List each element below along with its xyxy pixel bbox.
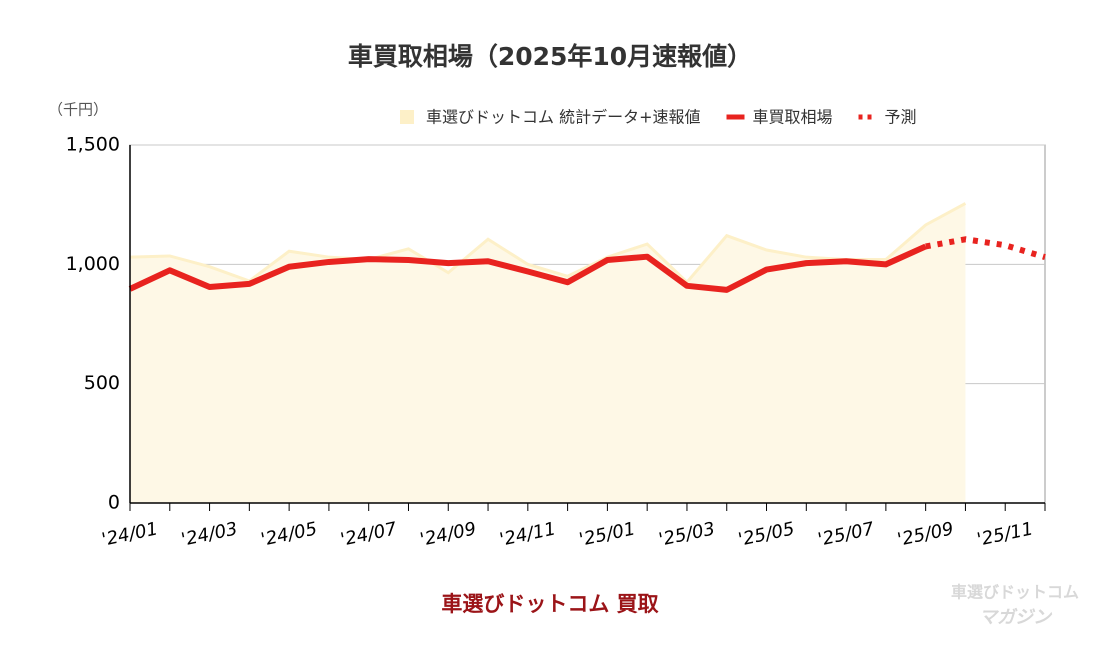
y-tick-label: 0 — [108, 492, 120, 514]
watermark: 車選びドットコム — [951, 583, 1079, 602]
watermark: マガジン — [979, 607, 1053, 628]
x-tick-label: '24/09 — [418, 518, 478, 550]
legend-item: 車選びドットコム 統計データ+速報値 — [400, 108, 701, 127]
x-tick-label: '25/05 — [736, 518, 796, 550]
y-tick-label: 500 — [84, 372, 120, 394]
legend-swatch — [400, 110, 414, 124]
x-tick-label: '25/01 — [577, 518, 637, 550]
legend-label: 予測 — [885, 108, 917, 127]
legend-label: 車買取相場 — [753, 108, 833, 127]
y-tick-label: 1,500 — [66, 134, 120, 156]
legend-item: 予測 — [858, 108, 917, 127]
x-tick-label: '25/11 — [975, 518, 1035, 550]
x-tick-label: '24/07 — [339, 518, 399, 550]
line — [925, 236, 1046, 261]
chart-title: 車買取相場（2025年10月速報値） — [348, 42, 752, 71]
x-tick-label: '24/11 — [498, 518, 558, 550]
x-tick-label: '25/03 — [657, 518, 717, 550]
line — [128, 243, 927, 293]
x-tick-label: '24/03 — [179, 518, 239, 550]
x-tick-label: '25/09 — [896, 518, 956, 550]
y-tick-label: 1,000 — [66, 253, 120, 275]
legend-label: 車選びドットコム 統計データ+速報値 — [426, 108, 701, 127]
area-line — [129, 202, 967, 285]
legend-item: 車買取相場 — [726, 108, 833, 127]
source-label: 車選びドットコム 買取 — [441, 592, 658, 616]
y-axis-label: （千円） — [48, 101, 108, 119]
area — [130, 203, 966, 503]
x-tick-label: '24/01 — [100, 518, 160, 550]
x-tick-label: '25/07 — [816, 518, 876, 550]
x-tick-label: '24/05 — [259, 518, 319, 550]
